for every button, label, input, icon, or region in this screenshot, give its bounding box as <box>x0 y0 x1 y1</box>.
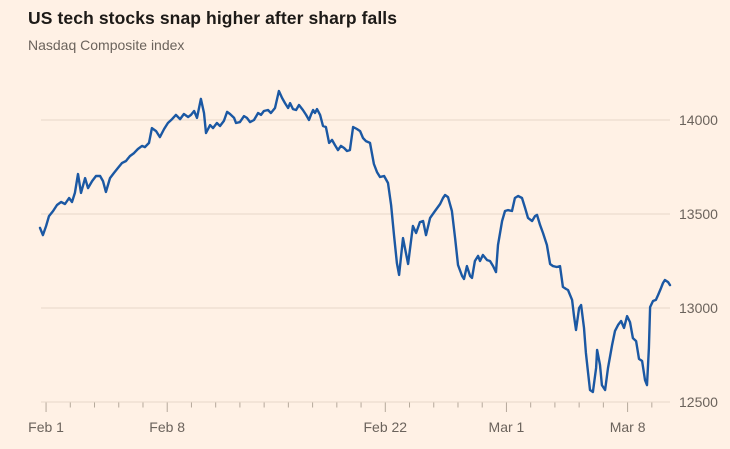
y-tick-label: 13500 <box>679 206 718 222</box>
y-tick-label: 13000 <box>679 300 718 316</box>
x-tick-label: Mar 8 <box>610 419 646 435</box>
y-tick-label: 12500 <box>679 394 718 410</box>
chart-title: US tech stocks snap higher after sharp f… <box>28 8 398 28</box>
series-line <box>38 89 672 394</box>
x-tick-label: Feb 22 <box>363 419 407 435</box>
chart-subtitle: Nasdaq Composite index <box>28 37 185 53</box>
y-tick-label: 14000 <box>679 112 718 128</box>
x-tick-label: Mar 1 <box>489 419 525 435</box>
x-tick-label: Feb 8 <box>149 419 185 435</box>
x-tick-label: Feb 1 <box>28 419 64 435</box>
